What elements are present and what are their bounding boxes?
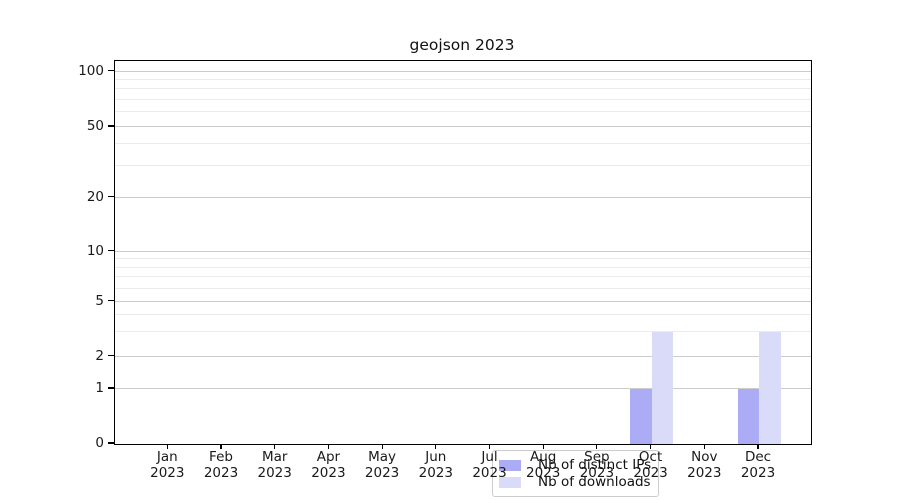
x-tick-month: Sep bbox=[584, 449, 610, 465]
bar-downloads bbox=[759, 332, 781, 444]
x-tick-month: Mar bbox=[261, 449, 288, 465]
y-tick-mark bbox=[108, 125, 114, 127]
legend-label-downloads: Nb of downloads bbox=[538, 474, 651, 490]
x-tick-mark bbox=[596, 444, 598, 449]
major-gridline bbox=[115, 355, 811, 357]
x-tick-label: Dec 2023 bbox=[726, 449, 790, 481]
x-tick-year: 2023 bbox=[203, 465, 239, 481]
x-tick-year: 2023 bbox=[633, 465, 668, 481]
x-tick-year: 2023 bbox=[526, 465, 561, 481]
major-gridline bbox=[115, 125, 811, 127]
y-tick-mark bbox=[108, 387, 114, 389]
x-tick-label: Jun 2023 bbox=[404, 449, 468, 481]
minor-gridline bbox=[115, 276, 811, 278]
x-tick-label: Aug 2023 bbox=[511, 449, 575, 481]
y-tick-mark bbox=[108, 70, 114, 72]
minor-gridline bbox=[115, 99, 811, 101]
x-tick-month: May bbox=[368, 449, 397, 465]
x-tick-year: 2023 bbox=[311, 465, 346, 481]
major-gridline bbox=[115, 70, 811, 72]
legend-item-downloads: Nb of downloads bbox=[499, 474, 651, 490]
x-tick-mark bbox=[381, 444, 383, 449]
x-tick-month: Apr bbox=[316, 449, 341, 465]
y-tick-label: 5 bbox=[95, 292, 104, 309]
x-tick-mark bbox=[166, 444, 168, 449]
minor-gridline bbox=[115, 331, 811, 333]
x-tick-mark bbox=[542, 444, 544, 449]
x-tick-label: Sep 2023 bbox=[565, 449, 629, 481]
x-tick-year: 2023 bbox=[257, 465, 292, 481]
minor-gridline bbox=[115, 266, 811, 268]
x-tick-year: 2023 bbox=[687, 465, 722, 481]
y-tick-mark bbox=[108, 442, 114, 444]
x-tick-year: 2023 bbox=[364, 465, 400, 481]
legend: Nb of distinct IPs Nb of downloads bbox=[492, 450, 659, 497]
x-tick-month: Aug bbox=[530, 449, 557, 465]
x-tick-label: Feb 2023 bbox=[189, 449, 253, 481]
legend-label-distinct-ips: Nb of distinct IPs bbox=[538, 457, 652, 473]
x-tick-month: Jan bbox=[156, 449, 178, 465]
x-tick-mark bbox=[757, 444, 759, 449]
x-tick-label: May 2023 bbox=[350, 449, 414, 481]
legend-swatch-downloads bbox=[499, 476, 521, 488]
minor-gridline bbox=[115, 143, 811, 145]
y-tick-label: 0 bbox=[95, 435, 104, 451]
x-tick-label: Jul 2023 bbox=[458, 449, 522, 481]
x-tick-year: 2023 bbox=[418, 465, 453, 481]
x-tick-label: Nov 2023 bbox=[672, 449, 736, 481]
x-tick-month: Feb bbox=[209, 449, 233, 465]
x-tick-label: Mar 2023 bbox=[243, 449, 307, 481]
y-tick-mark bbox=[108, 195, 114, 198]
minor-gridline bbox=[115, 287, 811, 289]
x-tick-mark bbox=[327, 444, 329, 449]
legend-item-distinct-ips: Nb of distinct IPs bbox=[499, 457, 652, 473]
y-tick-mark bbox=[108, 249, 114, 252]
y-tick-label: 1 bbox=[95, 380, 104, 397]
major-gridline bbox=[115, 300, 811, 302]
legend-swatch-distinct-ips bbox=[499, 459, 521, 471]
minor-gridline bbox=[115, 258, 811, 260]
major-gridline bbox=[115, 250, 811, 252]
x-tick-mark bbox=[488, 444, 491, 449]
x-tick-year: 2023 bbox=[472, 465, 507, 481]
x-tick-month: Dec bbox=[744, 449, 772, 465]
y-tick-label: 2 bbox=[95, 347, 104, 364]
major-gridline bbox=[115, 196, 811, 198]
y-tick-label: 50 bbox=[86, 117, 104, 134]
x-tick-mark bbox=[703, 444, 705, 449]
x-tick-year: 2023 bbox=[150, 465, 185, 481]
minor-gridline bbox=[115, 79, 811, 81]
bar-downloads bbox=[651, 332, 674, 444]
major-gridline bbox=[115, 388, 811, 390]
x-tick-mark bbox=[650, 444, 652, 449]
minor-gridline bbox=[115, 314, 811, 316]
y-tick-label: 20 bbox=[86, 188, 104, 205]
x-tick-month: Jun bbox=[425, 449, 447, 465]
bar-distinct-ips bbox=[630, 389, 652, 444]
x-tick-year: 2023 bbox=[740, 465, 776, 481]
y-tick-mark bbox=[108, 300, 114, 302]
x-tick-label: Apr 2023 bbox=[296, 449, 360, 481]
y-tick-mark bbox=[108, 355, 114, 357]
x-tick-month: Oct bbox=[638, 449, 663, 465]
bar-distinct-ips bbox=[737, 389, 759, 444]
minor-gridline bbox=[115, 165, 811, 167]
x-tick-label: Oct 2023 bbox=[619, 449, 683, 481]
minor-gridline bbox=[115, 111, 811, 113]
x-tick-month: Nov bbox=[691, 449, 718, 465]
y-tick-label: 10 bbox=[86, 242, 104, 259]
x-tick-month: Jul bbox=[481, 449, 498, 465]
chart-title: geojson 2023 bbox=[409, 36, 515, 54]
y-tick-label: 100 bbox=[78, 62, 104, 79]
x-tick-mark bbox=[274, 444, 276, 449]
minor-gridline bbox=[115, 88, 811, 90]
x-tick-label: Jan 2023 bbox=[135, 449, 199, 481]
x-tick-mark bbox=[435, 444, 437, 449]
plot-area: Nb of distinct IPs Nb of downloads bbox=[114, 60, 812, 497]
x-tick-year: 2023 bbox=[579, 465, 615, 481]
x-tick-mark bbox=[220, 444, 222, 449]
